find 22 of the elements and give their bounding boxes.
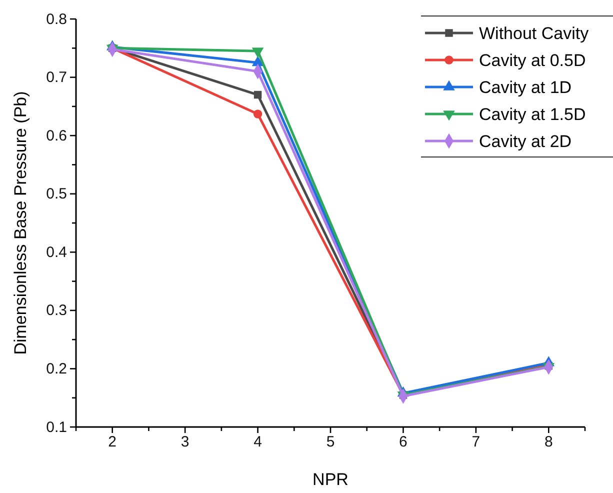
- y-tick-label: 0.8: [46, 10, 67, 28]
- x-tick-label: 7: [472, 434, 480, 451]
- x-tick-label: 6: [399, 434, 408, 451]
- legend-label: Cavity at 1.5D: [479, 105, 586, 124]
- y-tick-label: 0.4: [46, 244, 67, 261]
- legend-label: Cavity at 2D: [479, 132, 572, 151]
- legend-label: Cavity at 1D: [479, 78, 572, 97]
- y-tick-label: 0.5: [46, 186, 67, 203]
- x-tick-label: 4: [254, 434, 262, 451]
- x-tick-label: 2: [108, 434, 117, 451]
- x-tick-label: 8: [544, 434, 553, 451]
- x-tick-label: 5: [326, 434, 335, 451]
- x-axis-title: NPR: [312, 470, 348, 489]
- y-tick-label: 0.3: [46, 302, 67, 320]
- legend-label: Cavity at 0.5D: [479, 51, 586, 70]
- y-tick-label: 0.7: [46, 69, 67, 86]
- y-tick-label: 0.2: [46, 360, 67, 378]
- y-tick-label: 0.1: [46, 418, 67, 436]
- x-tick-label: 3: [180, 434, 190, 451]
- y-tick-label: 0.6: [46, 127, 67, 144]
- y-axis-title: Dimensionless Base Pressure (Pb): [11, 91, 30, 355]
- legend-label: Without Cavity: [479, 24, 590, 43]
